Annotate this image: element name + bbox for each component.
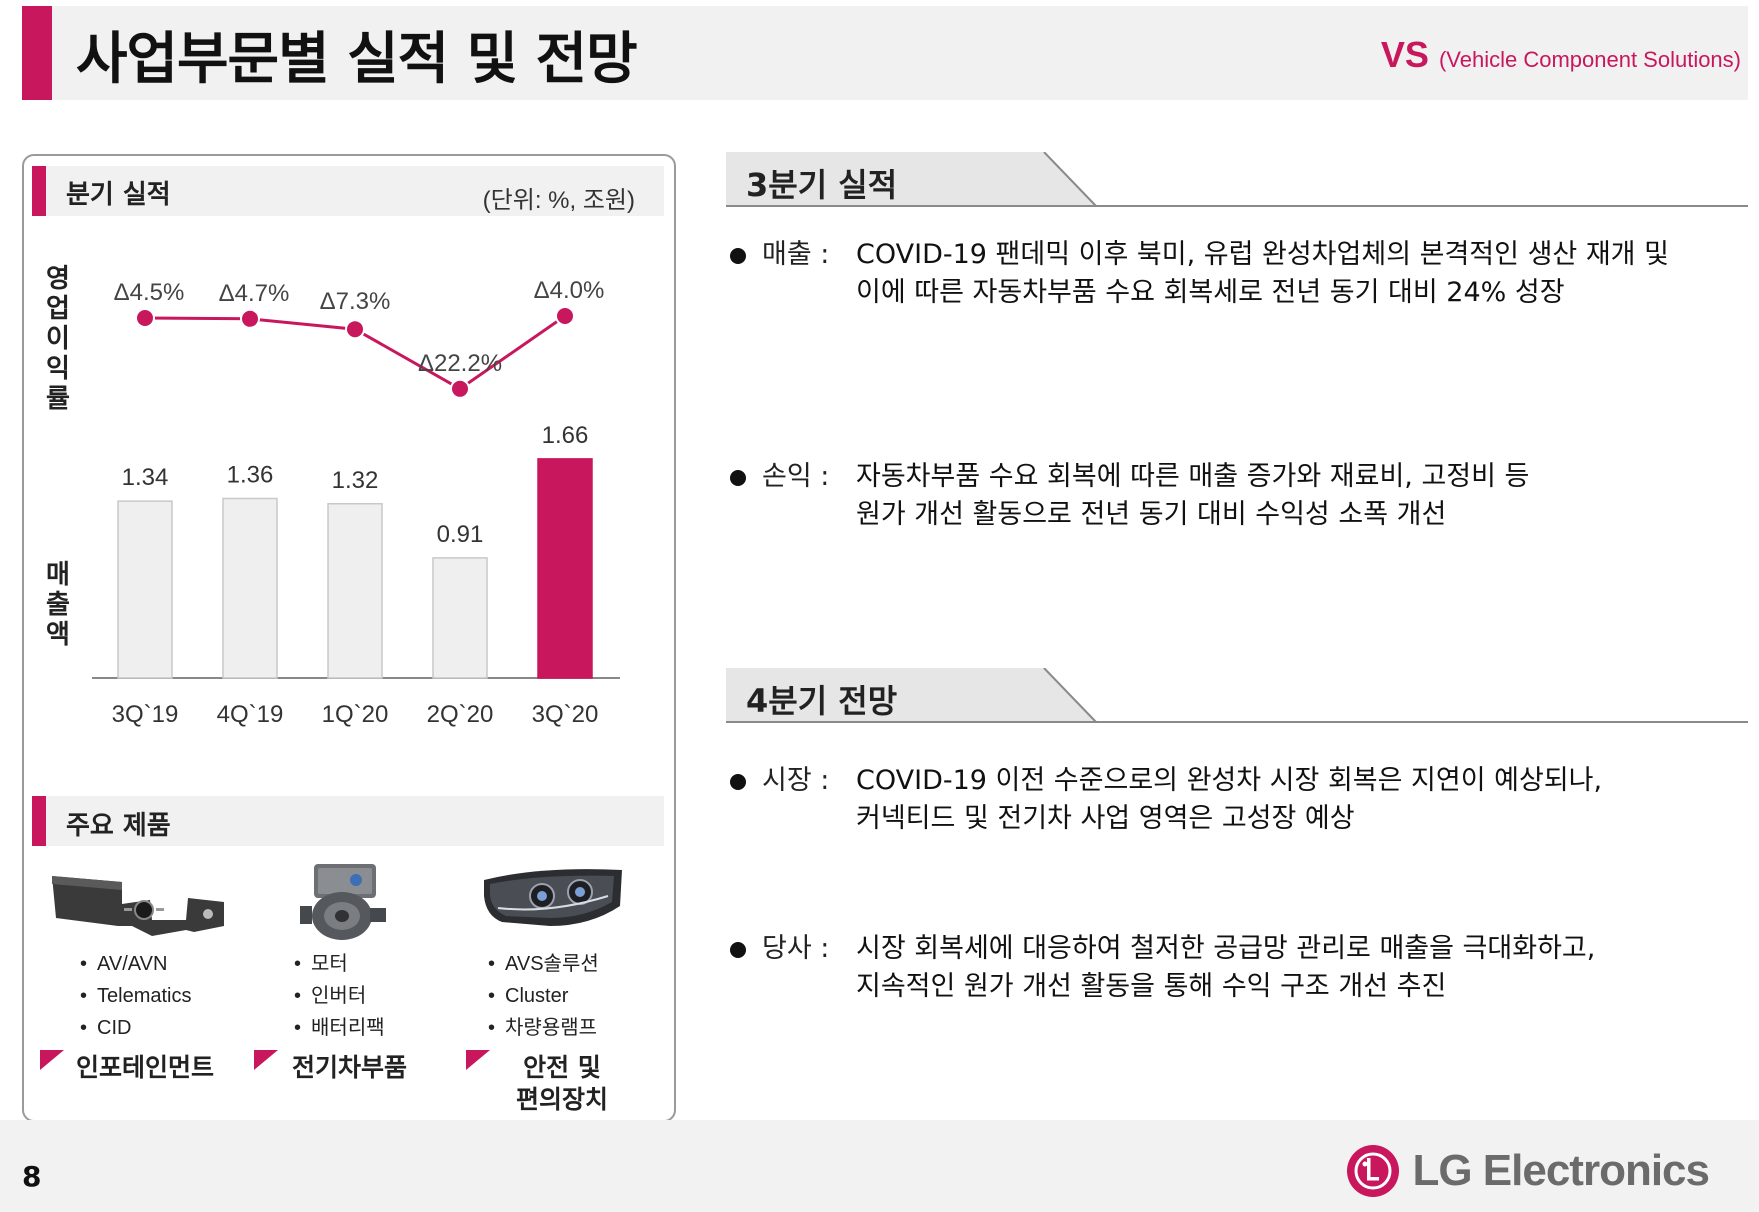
bullet-label: 시장 : [762, 765, 830, 796]
list-item: 인버터 [294, 980, 385, 1012]
q4-bullet-market: 시장 : COVID-19 이전 수준으로의 완성차 시장 회복은 지연이 예상… [730, 762, 1602, 838]
bullet-line: 이에 따른 자동차부품 수요 회복세로 전년 동기 대비 24% 성장 [856, 277, 1565, 308]
footer-band [0, 1120, 1759, 1212]
list-item: 모터 [294, 948, 385, 980]
quarterly-section-header [32, 166, 664, 216]
list-item: CID [80, 1012, 192, 1044]
division-code: VS [1380, 34, 1429, 75]
bullet-line: 시장 회복세에 대응하여 철저한 공급망 관리로 매출을 극대화하고, [856, 933, 1596, 964]
list-item: 배터리팩 [294, 1012, 385, 1044]
page-title: 사업부문별 실적 및 전망 [76, 27, 638, 92]
quarterly-section-bar [32, 166, 46, 216]
products-section-bar [32, 796, 46, 846]
category-safety: 안전 및 편의장치 [515, 1053, 608, 1114]
bullet-line: 지속적인 원가 개선 활동을 통해 수익 구조 개선 추진 [856, 971, 1447, 1002]
margin-data-label: Δ22.2% [418, 350, 502, 377]
margin-data-label: Δ4.7% [219, 280, 290, 307]
bullet-text: 자동차부품 수요 회복에 따른 매출 증가와 재료비, 고정비 등 원가 개선 … [856, 458, 1529, 534]
sales-bar [117, 500, 173, 679]
x-tick-label: 2Q`20 [427, 701, 494, 728]
lg-logo: LG LG Electronics [1346, 1144, 1710, 1198]
list-item: 차량용램프 [488, 1012, 599, 1044]
sales-data-label: 1.32 [332, 467, 379, 494]
headlamp-icon [484, 869, 622, 926]
sales-data-label: 1.66 [542, 422, 589, 449]
margin-point [135, 308, 155, 328]
bullet-line: COVID-19 이전 수준으로의 완성차 시장 회복은 지연이 예상되나, [856, 765, 1603, 796]
category-marker-icon [40, 1050, 64, 1070]
q3-section-tab [726, 152, 1748, 207]
logo-text: LG Electronics [1412, 1146, 1710, 1195]
bullet-label: 당사 : [762, 933, 830, 964]
ev-product-list: 모터 인버터 배터리팩 [294, 948, 385, 1044]
margin-point [240, 308, 260, 329]
bullet-line: 원가 개선 활동으로 전년 동기 대비 수익성 소폭 개선 [856, 499, 1447, 530]
q4-bullet-company: 당사 : 시장 회복세에 대응하여 철저한 공급망 관리로 매출을 극대화하고,… [730, 930, 1595, 1006]
header-band [22, 6, 1748, 100]
list-item: Cluster [488, 980, 599, 1012]
lg-logo-mark-icon: LG [1347, 1145, 1400, 1197]
bullet-label: 손익 : [762, 461, 830, 492]
q4-section-title: 4분기 전망 [746, 682, 898, 720]
margin-point [450, 378, 470, 399]
bullet-text: COVID-19 팬데믹 이후 북미, 유럽 완성차업체의 본격적인 생산 재개… [856, 236, 1669, 312]
list-item: AV/AVN [80, 948, 192, 980]
q3-bullet-sales: 매출 : COVID-19 팬데믹 이후 북미, 유럽 완성차업체의 본격적인 … [730, 236, 1669, 312]
quarterly-chart: Δ4.5% Δ4.7% Δ7.3% Δ22.2% Δ4.0% 1.34 3Q`19 1.36… [92, 277, 620, 728]
page-number: 8 [22, 1160, 42, 1193]
category-infotainment: 인포테인먼트 [76, 1053, 215, 1082]
unit-label: (단위: %, 조원) [482, 187, 635, 214]
infotainment-product-list: AV/AVN Telematics CID [80, 948, 192, 1044]
products-section-header [32, 796, 664, 846]
x-tick-label: 1Q`20 [322, 701, 389, 728]
q3-bullet-profit: 손익 : 자동차부품 수요 회복에 따른 매출 증가와 재료비, 고정비 등 원… [730, 458, 1529, 534]
q4-section-tab [726, 668, 1748, 723]
sales-data-label: 1.34 [122, 464, 169, 491]
bullet-icon [730, 248, 746, 264]
safety-product-list: AVS솔루션 Cluster 차량용램프 [488, 948, 599, 1044]
bullet-text: COVID-19 이전 수준으로의 완성차 시장 회복은 지연이 예상되나, 커… [856, 762, 1602, 838]
margin-data-label: Δ4.5% [114, 279, 185, 306]
bullet-text: 시장 회복세에 대응하여 철저한 공급망 관리로 매출을 극대화하고, 지속적인… [856, 930, 1595, 1006]
margin-data-label: Δ4.0% [534, 277, 605, 304]
sales-data-label: 1.36 [227, 461, 274, 488]
header-accent-bar [22, 6, 52, 100]
ev-motor-icon [300, 864, 386, 940]
margin-point [555, 306, 575, 326]
sales-bar-series: 1.34 3Q`19 1.36 4Q`19 1.32 1Q`20 0.91 2Q`20 1.66… [92, 422, 620, 728]
bullet-line: 자동차부품 수요 회복에 따른 매출 증가와 재료비, 고정비 등 [856, 461, 1530, 492]
bullet-line: COVID-19 팬데믹 이후 북미, 유럽 완성차업체의 본격적인 생산 재개… [856, 239, 1669, 270]
category-marker-icon [254, 1050, 278, 1070]
quarterly-section-title: 분기 실적 [66, 180, 171, 210]
margin-data-label: Δ7.3% [320, 288, 391, 315]
bullet-label: 매출 : [762, 239, 830, 270]
x-tick-label: 3Q`20 [532, 701, 599, 728]
list-item: Telematics [80, 980, 191, 1012]
bullet-icon [730, 470, 746, 486]
division-name: (Vehicle Component Solutions) [1438, 47, 1741, 72]
bullet-line: 커넥티드 및 전기차 사업 영역은 고성장 예상 [856, 803, 1355, 834]
infotainment-module-icon [52, 876, 224, 936]
division-label: VS (Vehicle Component Solutions) [1381, 34, 1741, 76]
sales-bar [327, 503, 383, 679]
list-item: AVS솔루션 [488, 948, 599, 980]
sales-bar [222, 497, 278, 679]
bullet-icon [730, 942, 746, 958]
margin-line-series: Δ4.5% Δ4.7% Δ7.3% Δ22.2% Δ4.0% [114, 277, 605, 399]
category-marker-icon [466, 1050, 490, 1070]
bullet-icon [730, 774, 746, 790]
products-section-title: 주요 제품 [66, 811, 171, 841]
category-ev-parts: 전기차부품 [292, 1053, 408, 1082]
q3-section-title: 3분기 실적 [746, 166, 898, 204]
margin-point [345, 319, 365, 340]
x-tick-label: 4Q`19 [217, 701, 284, 728]
sales-data-label: 0.91 [437, 521, 484, 548]
sales-bar [432, 557, 488, 679]
x-tick-label: 3Q`19 [112, 701, 179, 728]
sales-bar [537, 458, 593, 679]
